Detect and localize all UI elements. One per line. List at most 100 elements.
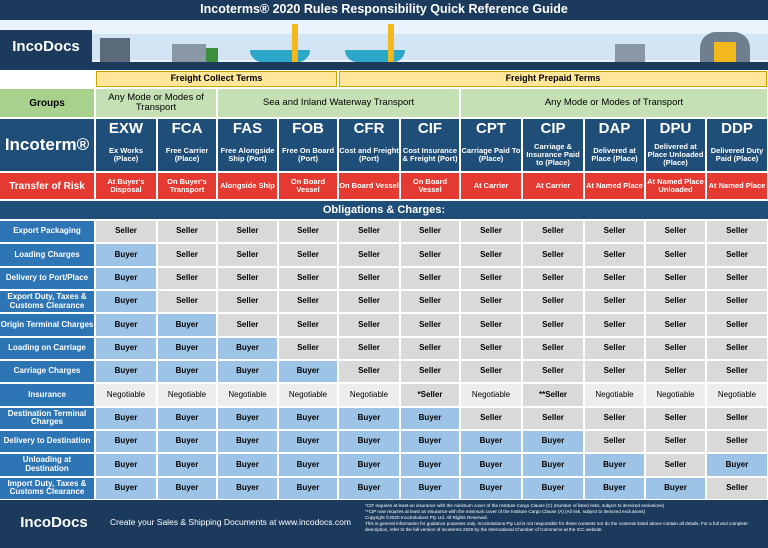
obligation-cell: Seller	[401, 337, 459, 359]
obligation-cell: Seller	[585, 337, 644, 359]
logo-text: IncoDocs	[12, 37, 80, 55]
obligation-cell: Buyer	[218, 477, 277, 499]
obligation-cell: Seller	[646, 244, 705, 266]
obligation-cell: Seller	[279, 221, 337, 243]
obligation-cell: Seller	[339, 267, 399, 289]
obligation-cell: Seller	[585, 244, 644, 266]
rule-code: CPT	[461, 119, 521, 139]
obligation-cell: Buyer	[279, 477, 337, 499]
footer	[0, 500, 768, 548]
rule-code: DPU	[646, 119, 705, 139]
footer-logo: IncoDocs	[4, 508, 104, 538]
truck-cab	[206, 48, 218, 62]
obligation-cell: Seller	[707, 407, 767, 429]
obligation-cell: Seller	[523, 337, 583, 359]
rule-code: DDP	[707, 119, 767, 139]
obligation-cell: Seller	[461, 267, 521, 289]
risk: At Carrier	[523, 173, 583, 199]
groups-label: Groups	[0, 89, 94, 117]
notes: *CIF requires at least an insurance with…	[365, 503, 765, 533]
obligation-cell: Seller	[279, 244, 337, 266]
obligation-cell: Buyer	[218, 431, 277, 453]
row-label: Unloading at Destination	[0, 454, 94, 476]
obligation-cell: Seller	[279, 337, 337, 359]
obligation-cell: Buyer	[339, 407, 399, 429]
rule-description: Free Alongside Ship (Port)	[218, 139, 277, 171]
obligation-cell: Seller	[158, 291, 216, 313]
obligation-cell: Seller	[707, 291, 767, 313]
obligation-cell: Buyer	[279, 431, 337, 453]
obligation-cell: Seller	[707, 337, 767, 359]
rule-code: FOB	[279, 119, 337, 139]
title-bar: Incoterms® 2020 Rules Responsibility Qui…	[0, 0, 768, 20]
obligation-cell: Seller	[401, 361, 459, 383]
obligation-cell: Seller	[461, 314, 521, 336]
title: Incoterms® 2020 Rules Responsibility Qui…	[200, 2, 568, 17]
obligation-cell: Negotiable	[158, 384, 216, 406]
obligation-cell: Seller	[339, 291, 399, 313]
obligation-cell: Seller	[707, 221, 767, 243]
obligation-cell: Seller	[461, 407, 521, 429]
obligation-cell: Seller	[158, 267, 216, 289]
obligations-title: Obligations & Charges:	[0, 201, 768, 219]
tagline-text: Create your Sales & Shipping Documents a…	[110, 517, 351, 528]
obligation-cell: Buyer	[218, 361, 277, 383]
risk: At Named Place Unloaded	[646, 173, 705, 199]
obligation-cell: Seller	[523, 361, 583, 383]
risk: At Buyer's Disposal	[96, 173, 156, 199]
obligation-cell: Buyer	[339, 477, 399, 499]
ground	[0, 62, 768, 70]
truck	[615, 44, 645, 62]
obligation-cell: Seller	[585, 221, 644, 243]
obligation-cell: Seller	[707, 244, 767, 266]
rule-code: CIF	[401, 119, 459, 139]
crane	[388, 24, 394, 62]
obligation-cell: Seller	[401, 221, 459, 243]
obligation-cell: Seller	[523, 221, 583, 243]
risk: Alongside Ship	[218, 173, 277, 199]
truck	[172, 44, 206, 62]
obligation-cell: Seller	[585, 407, 644, 429]
note: *CIF requires at least an insurance with…	[365, 503, 665, 508]
obligation-cell: Buyer	[96, 337, 156, 359]
row-label: Carriage Charges	[0, 361, 94, 383]
note: **CIP now requires at least an insurance…	[365, 508, 645, 514]
obligation-cell: **Seller	[523, 384, 583, 406]
obligation-cell: Buyer	[523, 454, 583, 476]
obligation-cell: Seller	[218, 291, 277, 313]
rule-description: Cost Insurance & Freight (Port)	[401, 139, 459, 171]
obligation-cell: Buyer	[158, 337, 216, 359]
crane	[292, 24, 298, 62]
obligation-cell: Buyer	[339, 431, 399, 453]
obligation-cell: Buyer	[279, 361, 337, 383]
obligation-cell: Buyer	[96, 431, 156, 453]
row-label: Delivery to Port/Place	[0, 267, 94, 289]
obligation-cell: Seller	[646, 221, 705, 243]
risk: On Board Vessel	[279, 173, 337, 199]
obligation-cell: Buyer	[461, 454, 521, 476]
obligation-cell: Buyer	[401, 454, 459, 476]
obligation-cell: Buyer	[96, 361, 156, 383]
rule-description: Free On Board (Port)	[279, 139, 337, 171]
obligation-cell: Buyer	[279, 407, 337, 429]
obligation-cell: Seller	[707, 477, 767, 499]
obligation-cell: Buyer	[96, 314, 156, 336]
obligation-cell: Buyer	[707, 454, 767, 476]
freight-term: Freight Collect Terms	[96, 71, 337, 87]
obligation-cell: Seller	[158, 221, 216, 243]
logo: IncoDocs	[0, 30, 92, 64]
obligation-cell: Buyer	[96, 267, 156, 289]
obligation-cell: Seller	[218, 314, 277, 336]
obligation-cell: Seller	[523, 267, 583, 289]
ship	[250, 50, 310, 62]
obligation-cell: Buyer	[96, 407, 156, 429]
obligation-cell: Seller	[523, 291, 583, 313]
row-label: Delivery to Destination	[0, 431, 94, 453]
obligation-cell: Seller	[707, 431, 767, 453]
incoterm-label: Incoterm®	[0, 119, 94, 171]
group: Any Mode or Modes of Transport	[461, 89, 767, 117]
risk: On Board Vessel	[401, 173, 459, 199]
rule-code: CFR	[339, 119, 399, 139]
obligation-cell: Seller	[646, 407, 705, 429]
obligation-cell: Seller	[279, 314, 337, 336]
